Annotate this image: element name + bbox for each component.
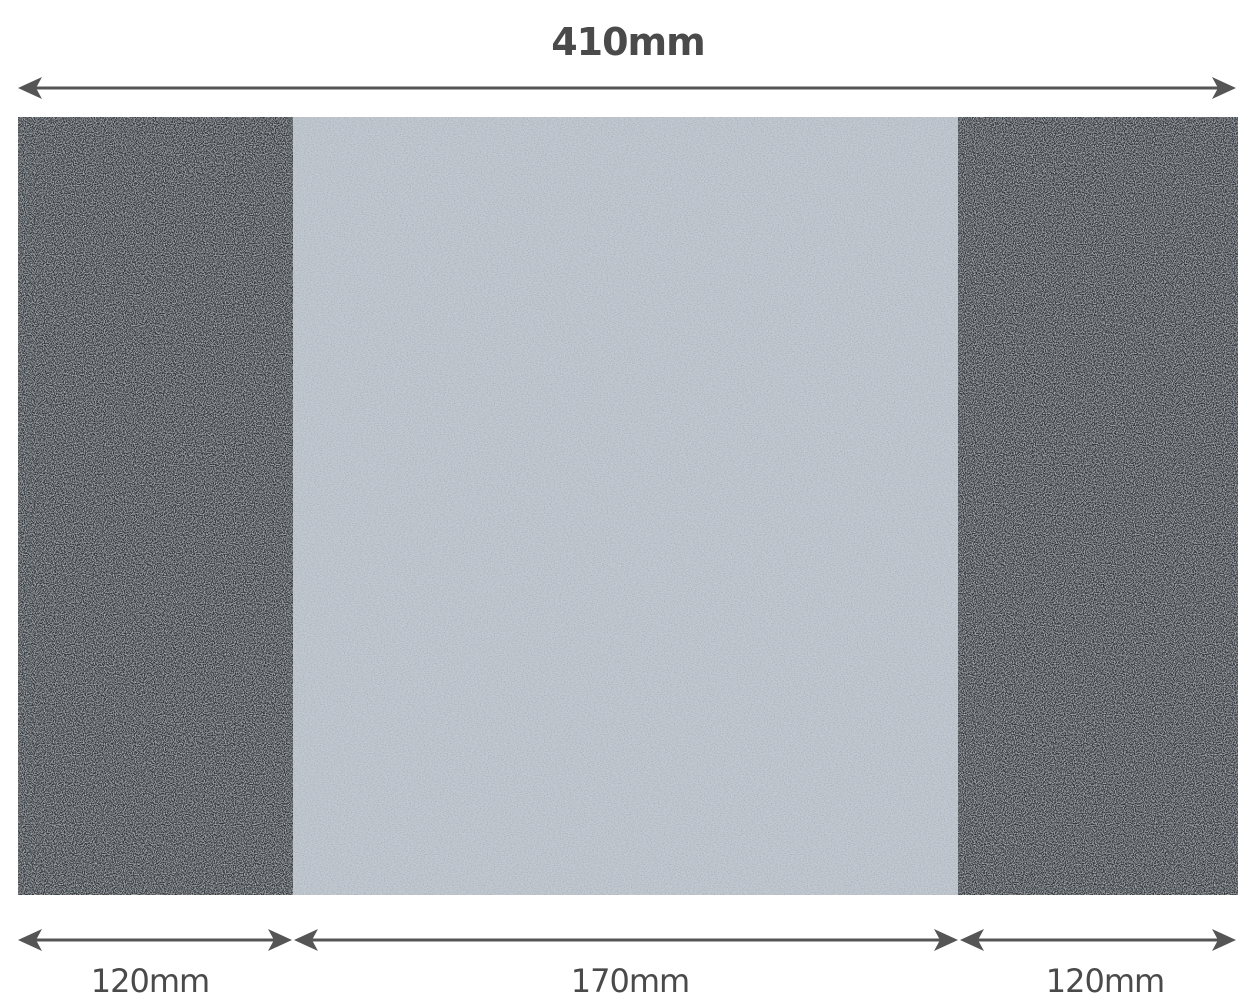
middle-dimension-arrow — [294, 929, 958, 951]
right-stripe-width-label: 120mm — [985, 962, 1225, 1000]
total-width-label: 410mm — [478, 20, 778, 64]
right-dimension-arrow — [960, 929, 1236, 951]
left-stripe-width-label: 120mm — [30, 962, 270, 1000]
middle-stripe-width-label: 170mm — [480, 962, 780, 1000]
total-dimension-arrow — [18, 77, 1236, 99]
left-dimension-arrow — [18, 929, 292, 951]
